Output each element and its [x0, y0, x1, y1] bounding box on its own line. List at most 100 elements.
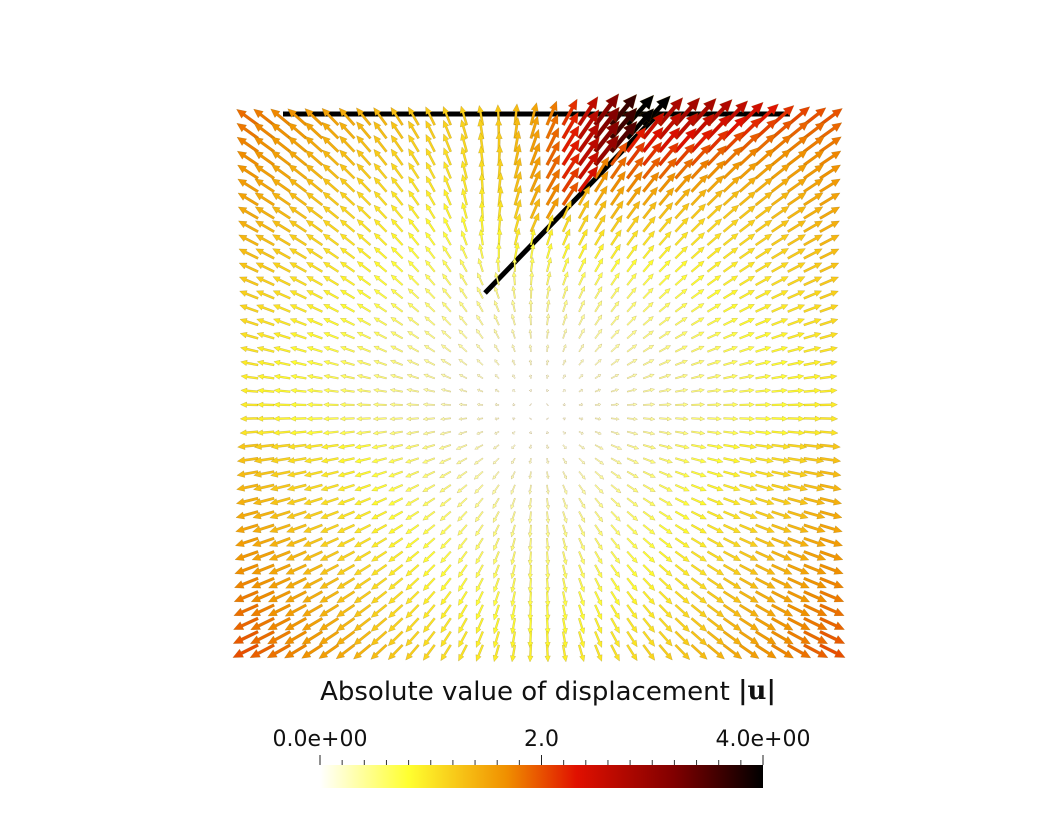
- arrow: [512, 256, 518, 272]
- arrow: [786, 220, 807, 234]
- arrow: [626, 286, 637, 300]
- arrow: [787, 443, 808, 450]
- arrow: [545, 457, 550, 465]
- arrow: [707, 387, 722, 394]
- arrow: [545, 313, 551, 326]
- arrow: [513, 184, 523, 206]
- arrow: [422, 497, 436, 507]
- arrow: [458, 329, 468, 340]
- arrow: [390, 246, 404, 260]
- arrow: [706, 232, 722, 247]
- arrow: [610, 388, 620, 393]
- arrow: [492, 631, 501, 649]
- arrow: [674, 316, 688, 327]
- arrow: [658, 216, 673, 233]
- arrow: [658, 497, 673, 506]
- arrow: [475, 328, 484, 340]
- arrow: [289, 429, 307, 436]
- arrow: [422, 483, 436, 493]
- arrow: [305, 233, 324, 247]
- arrow: [252, 523, 275, 534]
- arrow: [237, 164, 260, 180]
- arrow: [253, 470, 275, 478]
- arrow: [527, 591, 534, 608]
- arrow: [353, 550, 372, 562]
- arrow: [318, 603, 340, 617]
- arrow: [577, 199, 590, 220]
- arrow: [578, 470, 586, 480]
- arrow: [819, 304, 839, 314]
- arrow: [610, 300, 620, 313]
- arrow: [456, 470, 468, 479]
- arrow: [690, 577, 708, 590]
- arrow: [236, 150, 260, 167]
- arrow: [476, 402, 484, 407]
- arrow: [339, 373, 355, 380]
- arrow: [593, 644, 603, 662]
- arrow: [388, 523, 404, 534]
- arrow: [545, 196, 559, 220]
- arrow: [305, 219, 324, 233]
- arrow: [739, 510, 758, 520]
- arrow: [237, 220, 259, 234]
- arrow: [289, 415, 307, 422]
- arrow: [706, 617, 725, 632]
- arrow: [510, 591, 517, 608]
- arrow: [803, 401, 822, 408]
- arrow: [641, 171, 660, 193]
- arrow: [659, 387, 672, 393]
- arrow: [461, 187, 468, 206]
- arrow: [594, 564, 603, 579]
- arrow: [306, 373, 323, 380]
- arrow: [802, 192, 824, 207]
- arrow: [322, 261, 340, 273]
- arrow: [722, 497, 741, 506]
- arrow: [771, 429, 789, 436]
- arrow: [770, 163, 791, 180]
- arrow: [372, 402, 387, 408]
- arrow: [322, 233, 340, 247]
- arrow: [690, 288, 705, 300]
- arrow: [803, 234, 824, 247]
- arrow: [306, 359, 323, 367]
- arrow: [390, 316, 404, 327]
- arrow: [544, 591, 551, 608]
- arrow: [272, 262, 291, 273]
- arrow: [273, 345, 291, 353]
- arrow: [770, 643, 795, 659]
- arrow: [287, 122, 308, 140]
- arrow: [770, 233, 790, 247]
- arrow: [642, 359, 655, 366]
- arrow: [306, 318, 323, 327]
- arrow: [578, 537, 585, 552]
- arrow: [457, 577, 468, 592]
- arrow: [251, 536, 275, 547]
- arrow: [642, 344, 655, 353]
- arrow: [691, 430, 706, 436]
- arrow: [458, 644, 468, 662]
- arrow: [545, 359, 550, 366]
- arrow: [303, 496, 323, 506]
- arrow: [641, 156, 661, 180]
- arrow: [578, 564, 585, 579]
- arrow: [739, 387, 755, 394]
- arrow: [421, 470, 436, 478]
- arrow: [267, 576, 291, 589]
- arrow: [819, 470, 842, 478]
- arrow: [304, 135, 324, 153]
- arrow: [339, 261, 356, 273]
- arrow: [787, 523, 810, 534]
- arrow: [233, 576, 259, 589]
- arrow: [545, 471, 550, 480]
- arrow: [675, 443, 690, 450]
- arrow: [387, 617, 404, 633]
- arrow: [819, 523, 843, 534]
- arrow: [268, 550, 291, 561]
- arrow: [593, 228, 605, 246]
- arrow: [238, 276, 259, 287]
- arrow: [425, 217, 436, 233]
- arrow: [610, 358, 620, 366]
- arrow: [290, 387, 307, 394]
- arrow: [691, 373, 705, 380]
- arrow: [440, 604, 452, 620]
